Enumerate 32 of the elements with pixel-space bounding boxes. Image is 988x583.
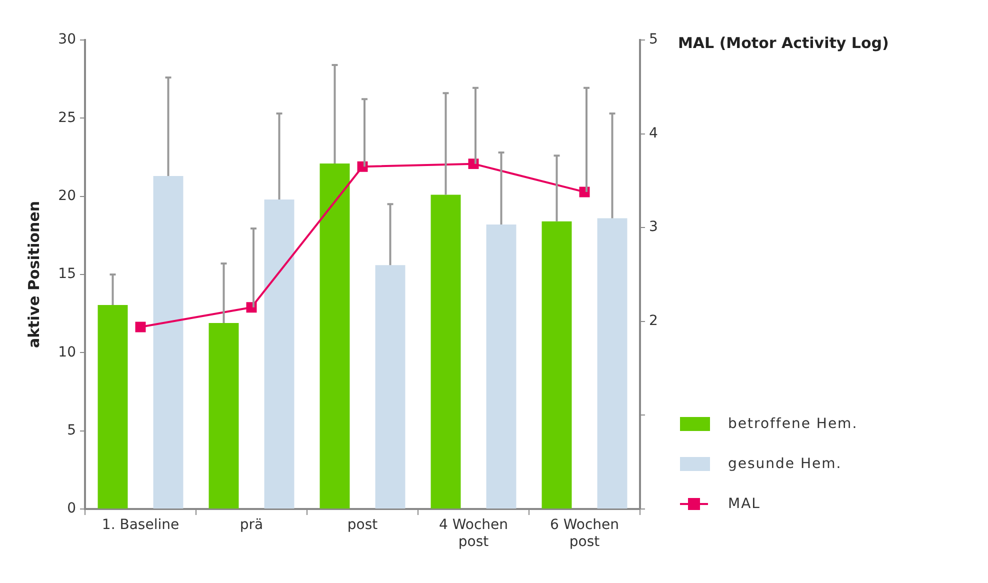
- legend-label: betroffene Hem.: [728, 416, 858, 432]
- x-tick-label: prä: [240, 517, 264, 534]
- y-tick-label: 20: [58, 188, 76, 204]
- x-tick-label: post: [347, 517, 378, 534]
- y-axis-title: aktive Positionen: [24, 200, 43, 348]
- point: [135, 322, 146, 332]
- y-tick-label: 5: [67, 422, 76, 438]
- y2-tick-label: 2: [649, 313, 658, 330]
- bar: [430, 194, 461, 508]
- bar: [542, 221, 572, 508]
- bar: [597, 218, 628, 508]
- y2-tick-label: 4: [649, 125, 658, 142]
- legend-label: MAL: [728, 496, 760, 512]
- x-tick-label: 1. Baseline: [102, 517, 180, 534]
- bar: [98, 304, 128, 508]
- x-tick-label: 4 Wochen post: [438, 517, 508, 550]
- y-tick-label: 30: [58, 32, 76, 48]
- y-tick-label: 10: [58, 344, 76, 360]
- y2-tick-label: 5: [649, 32, 658, 48]
- bar: [264, 199, 294, 508]
- y2-tick-label: 3: [649, 219, 658, 236]
- bar: [320, 164, 350, 508]
- bar: [486, 224, 516, 508]
- y2-axis-title: MAL (Motor Activity Log): [678, 34, 889, 52]
- y-tick-label: 25: [58, 110, 76, 126]
- y-tick-label: 0: [67, 500, 76, 517]
- legend-label: gesunde Hem.: [728, 456, 842, 472]
- bar: [153, 176, 184, 508]
- y-tick-label: 15: [58, 266, 76, 282]
- bar: [208, 322, 239, 508]
- x-tick-label: 6 Wochen post: [550, 517, 620, 550]
- bar: [375, 265, 406, 508]
